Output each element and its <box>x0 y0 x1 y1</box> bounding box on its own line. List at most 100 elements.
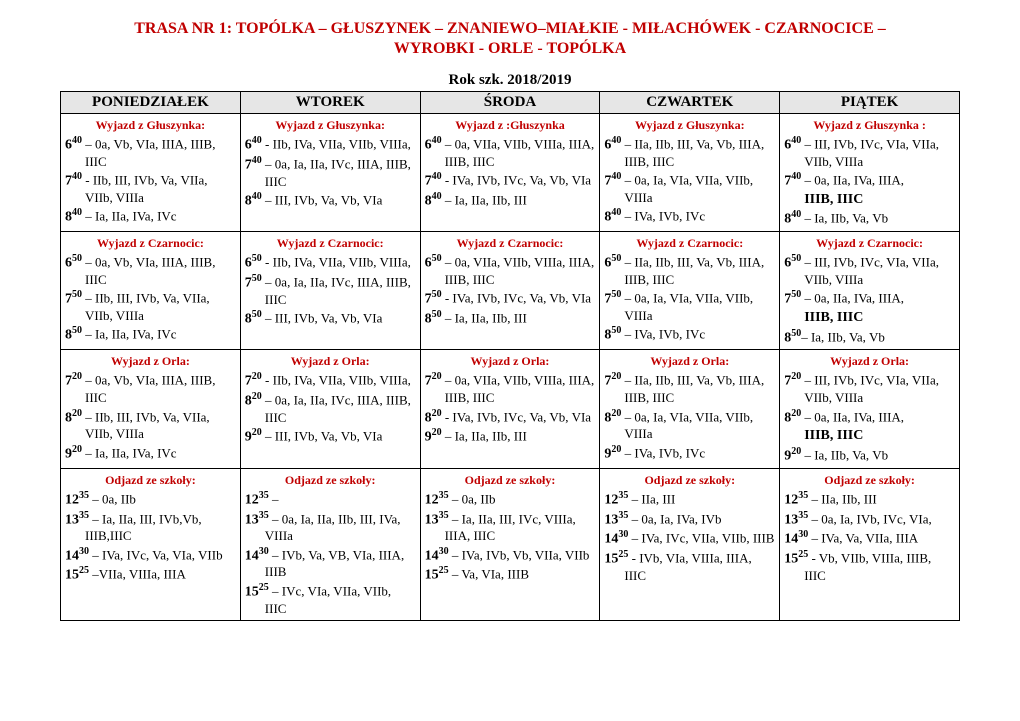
time-entry: 640 – 0a, VIIa, VIIb, VIIIa, IIIA, IIIB,… <box>425 135 596 170</box>
cell: Wyjazd z Głuszynka : 640 – III, IVb, IVc,… <box>780 114 960 232</box>
table-row: Wyjazd z Czarnocic: 650 – 0a, Vb, VIa, II… <box>61 232 960 350</box>
time-entry: 820 – IIb, III, IVb, Va, VIIa, VIIb, VII… <box>65 408 236 443</box>
time-entry: 850 – Ia, IIa, IIb, III <box>425 309 596 328</box>
day-header: WTOREK <box>240 92 420 114</box>
departure-header: Wyjazd z Orla: <box>245 354 416 369</box>
cell: Wyjazd z Orla:720 – III, IVb, IVc, VIa, … <box>780 350 960 468</box>
time-entry: 1235 – 0a, IIb <box>65 490 236 509</box>
time-entry: 1235 – 0a, IIb <box>425 490 596 509</box>
departure-header: Wyjazd z Orla: <box>604 354 775 369</box>
time-entry: 1335 – Ia, IIa, III, IVb,Vb, IIIB,IIIC <box>65 510 236 545</box>
time-entry: 820 – 0a, Ia, IIa, IVc, IIIA, IIIB, IIIC <box>245 391 416 426</box>
bold-line: IIIB, IIIC <box>784 427 955 445</box>
departure-header: Odjazd ze szkoły: <box>245 473 416 488</box>
time-entry: 650 – 0a, Vb, VIa, IIIA, IIIB, IIIC <box>65 253 236 288</box>
bold-line: IIIB, IIIC <box>784 309 955 327</box>
time-entry: 740 - IVa, IVb, IVc, Va, Vb, VIa <box>425 171 596 190</box>
time-entry: 850 – III, IVb, Va, Vb, VIa <box>245 309 416 328</box>
time-entry: 820 – 0a, IIa, IVa, IIIA, <box>784 408 955 427</box>
departure-header: Wyjazd z Głuszynka: <box>604 118 775 133</box>
cell: Wyjazd z Orla:720 – 0a, VIIa, VIIb, VIII… <box>420 350 600 468</box>
departure-header: Wyjazd z Głuszynka : <box>784 118 955 133</box>
time-entry: 1335 – 0a, Ia, IVa, IVb <box>604 510 775 529</box>
cell: Wyjazd z Głuszynka: 640 - IIb, IVa, VIIa,… <box>240 114 420 232</box>
time-entry: 750 – 0a, Ia, VIa, VIIa, VIIb, VIIIa <box>604 289 775 324</box>
time-entry: 840 – IVa, IVb, IVc <box>604 207 775 226</box>
time-entry: 850 – Ia, IIa, IVa, IVc <box>65 325 236 344</box>
departure-header: Wyjazd z Orla: <box>65 354 236 369</box>
time-entry: 640 – 0a, Vb, VIa, IIIA, IIIB, IIIC <box>65 135 236 170</box>
departure-header: Odjazd ze szkoły: <box>65 473 236 488</box>
departure-header: Wyjazd z :Głuszynka <box>425 118 596 133</box>
time-entry: 1525 – Va, VIa, IIIB <box>425 565 596 584</box>
day-header: PIĄTEK <box>780 92 960 114</box>
time-entry: 1430 – IVa, Va, VIIa, IIIA <box>784 529 955 548</box>
time-entry: 1525 - IVb, VIa, VIIIa, IIIA, IIIC <box>604 549 775 584</box>
header-row: PONIEDZIAŁEKWTOREKŚRODACZWARTEKPIĄTEK <box>61 92 960 114</box>
cell: Wyjazd z Czarnocic: 650 – 0a, VIIa, VIIb,… <box>420 232 600 350</box>
departure-header: Wyjazd z Czarnocic: <box>784 236 955 251</box>
time-entry: 640 - IIb, IVa, VIIa, VIIb, VIIIa, <box>245 135 416 154</box>
title-line-1: TRASA NR 1: TOPÓLKA – GŁUSZYNEK – ZNANIE… <box>60 20 960 38</box>
day-header: PONIEDZIAŁEK <box>61 92 241 114</box>
time-entry: 920 – III, IVb, Va, Vb, VIa <box>245 427 416 446</box>
time-entry: 920 – Ia, IIb, Va, Vb <box>784 446 955 465</box>
cell: Wyjazd z Czarnocic: 650 – 0a, Vb, VIa, II… <box>61 232 241 350</box>
cell: Odjazd ze szkoły:1235 – 0a, IIb1335 – Ia… <box>420 468 600 620</box>
time-entry: 1525 – IVc, VIa, VIIa, VIIb, IIIC <box>245 582 416 617</box>
departure-header: Odjazd ze szkoły: <box>784 473 955 488</box>
cell: Odjazd ze szkoły: 1235 – 0a, IIb1335 – Ia… <box>61 468 241 620</box>
table-row: Wyjazd z Głuszynka: 640 – 0a, Vb, VIa, II… <box>61 114 960 232</box>
time-entry: 750 – 0a, Ia, IIa, IVc, IIIA, IIIB, IIIC <box>245 273 416 308</box>
time-entry: 1525 - Vb, VIIb, VIIIa, IIIB, IIIC <box>784 549 955 584</box>
time-entry: 720 – III, IVb, IVc, VIa, VIIa, VIIb, VI… <box>784 371 955 406</box>
time-entry: 720 – 0a, Vb, VIa, IIIA, IIIB, IIIC <box>65 371 236 406</box>
table-row: Odjazd ze szkoły:1235 – 0a, IIb1335 – Ia… <box>61 468 960 620</box>
cell: Wyjazd z :Głuszynka 640 – 0a, VIIa, VIIb,… <box>420 114 600 232</box>
time-entry: 840 – Ia, IIa, IIb, III <box>425 191 596 210</box>
time-entry: 1235 – IIa, III <box>604 490 775 509</box>
departure-header: Wyjazd z Czarnocic: <box>65 236 236 251</box>
cell: Wyjazd z Głuszynka: 640 – IIa, IIb, III, … <box>600 114 780 232</box>
cell: Odjazd ze szkoły: 1235 – IIa, III1335 – 0… <box>600 468 780 620</box>
time-entry: 920 – Ia, IIa, IVa, IVc <box>65 444 236 463</box>
title-line-2: WYROBKI - ORLE - TOPÓLKA <box>60 40 960 58</box>
time-entry: 750 – 0a, IIa, IVa, IIIA, <box>784 289 955 308</box>
time-entry: 640 – III, IVb, IVc, VIa, VIIa, VIIb, VI… <box>784 135 955 170</box>
time-entry: 1430 – IVb, Va, VB, VIa, IIIA, IIIB <box>245 546 416 581</box>
cell: Wyjazd z Orla:720 - IIb, IVa, VIIa, VIIb… <box>240 350 420 468</box>
time-entry: 920 – Ia, IIa, IIb, III <box>425 427 596 446</box>
time-entry: 1235 – <box>245 490 416 509</box>
departure-header: Wyjazd z Głuszynka: <box>245 118 416 133</box>
departure-header: Odjazd ze szkoły: <box>604 473 775 488</box>
departure-header: Wyjazd z Czarnocic: <box>425 236 596 251</box>
time-entry: 740 – 0a, IIa, IVa, IIIA, <box>784 171 955 190</box>
cell: Wyjazd z Czarnocic: 650 – IIa, IIb, III, … <box>600 232 780 350</box>
time-entry: 650 – IIa, IIb, III, Va, Vb, IIIA, IIIB,… <box>604 253 775 288</box>
time-entry: 720 – 0a, VIIa, VIIb, VIIIa, IIIA, IIIB,… <box>425 371 596 406</box>
cell: Wyjazd z Orla: 720 – IIa, IIb, III, Va, V… <box>600 350 780 468</box>
time-entry: 720 – IIa, IIb, III, Va, Vb, IIIA, IIIB,… <box>604 371 775 406</box>
time-entry: 640 – IIa, IIb, III, Va, Vb, IIIA, IIIB,… <box>604 135 775 170</box>
time-entry: 750 - IVa, IVb, IVc, Va, Vb, VIa <box>425 289 596 308</box>
time-entry: 740 - IIb, III, IVb, Va, VIIa, VIIb, VII… <box>65 171 236 206</box>
table-body: Wyjazd z Głuszynka: 640 – 0a, Vb, VIa, II… <box>61 114 960 621</box>
bold-line: IIIB, IIIC <box>784 191 955 209</box>
time-entry: 1430 – IVa, IVb, Vb, VIIa, VIIb <box>425 546 596 565</box>
time-entry: 650 – 0a, VIIa, VIIb, VIIIa, IIIA, IIIB,… <box>425 253 596 288</box>
day-header: ŚRODA <box>420 92 600 114</box>
time-entry: 740 – 0a, Ia, VIa, VIIa, VIIb, VIIIa <box>604 171 775 206</box>
departure-header: Wyjazd z Czarnocic: <box>604 236 775 251</box>
cell: Odjazd ze szkoły: 1235 –1335 – 0a, Ia, II… <box>240 468 420 620</box>
time-entry: 1335 – 0a, Ia, IIa, IIb, III, IVa, VIIIa <box>245 510 416 545</box>
time-entry: 840 – III, IVb, Va, Vb, VIa <box>245 191 416 210</box>
time-entry: 1235 – IIa, IIb, III <box>784 490 955 509</box>
day-header: CZWARTEK <box>600 92 780 114</box>
cell: Wyjazd z Czarnocic:650 – III, IVb, IVc, … <box>780 232 960 350</box>
time-entry: 1335 – 0a, Ia, IVb, IVc, VIa, <box>784 510 955 529</box>
table-row: Wyjazd z Orla: 720 – 0a, Vb, VIa, IIIA, I… <box>61 350 960 468</box>
cell: Odjazd ze szkoły: 1235 – IIa, IIb, III133… <box>780 468 960 620</box>
time-entry: 1335 – Ia, IIa, III, IVc, VIIIa, IIIA, I… <box>425 510 596 545</box>
time-entry: 850 – IVa, IVb, IVc <box>604 325 775 344</box>
time-entry: 840 – Ia, IIa, IVa, IVc <box>65 207 236 226</box>
